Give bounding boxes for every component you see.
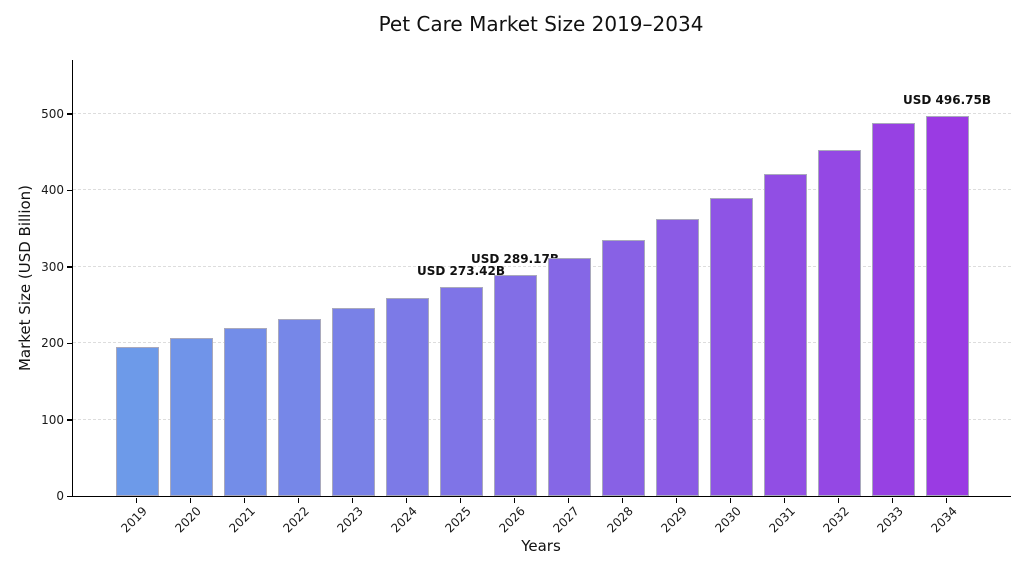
xtick-mark-2021 <box>243 497 245 503</box>
ytick-mark-0 <box>67 495 72 497</box>
xtick-mark-2029 <box>675 497 677 503</box>
chart-title: Pet Care Market Size 2019–2034 <box>378 12 704 36</box>
xtick-mark-2025 <box>459 497 461 503</box>
bar-2027 <box>547 257 591 496</box>
x-axis-label: Years <box>521 537 561 555</box>
gridline-y-500 <box>73 112 1011 114</box>
bar-2023 <box>331 308 375 496</box>
ytick-label-200: 200 <box>41 336 64 351</box>
bar-2022 <box>277 318 321 496</box>
bar-2029 <box>655 219 699 496</box>
bar-2034 <box>925 116 969 496</box>
xtick-mark-2026 <box>513 497 515 503</box>
xtick-mark-2032 <box>837 497 839 503</box>
ytick-mark-400 <box>67 189 72 192</box>
xtick-mark-2028 <box>621 497 623 503</box>
gridline-y-100 <box>73 418 1011 420</box>
bar-2028 <box>601 239 645 496</box>
gridline-y-200 <box>73 342 1011 344</box>
bar-2033 <box>871 123 915 496</box>
bar-2024 <box>385 297 429 496</box>
bar-2032 <box>817 149 861 496</box>
xtick-mark-2023 <box>351 497 353 503</box>
ytick-label-0: 0 <box>56 489 64 503</box>
ytick-mark-500 <box>67 113 72 115</box>
xtick-mark-2020 <box>189 497 191 503</box>
gridline-y-300 <box>73 265 1011 267</box>
bar-2026 <box>493 274 537 496</box>
ytick-label-400: 400 <box>41 183 64 198</box>
ytick-mark-300 <box>67 266 72 268</box>
bar-2020 <box>169 338 213 496</box>
ytick-mark-200 <box>67 342 72 345</box>
xtick-mark-2024 <box>405 497 407 503</box>
gridline-y-400 <box>73 189 1011 191</box>
bar-annotation-2026: USD 289.17B <box>471 251 559 266</box>
xtick-mark-2022 <box>297 497 299 503</box>
y-axis-label: Market Size (USD Billion) <box>16 184 34 372</box>
bar-2031 <box>763 173 807 496</box>
xtick-mark-2033 <box>891 497 893 503</box>
bar-2030 <box>709 198 753 496</box>
plot-area: USD 273.42B USD 289.17B USD 496.75B <box>72 60 1011 497</box>
bar-annotation-2025: USD 273.42B <box>417 263 505 278</box>
xtick-mark-2019 <box>135 497 137 503</box>
ytick-mark-100 <box>67 419 72 421</box>
bar-2025 <box>439 286 483 496</box>
xtick-mark-2031 <box>783 497 785 503</box>
ytick-label-500: 500 <box>41 106 64 121</box>
ytick-label-300: 300 <box>41 259 64 274</box>
bar-2019 <box>115 346 159 496</box>
xtick-mark-2034 <box>945 497 947 503</box>
xtick-mark-2027 <box>567 497 569 503</box>
ytick-label-100: 100 <box>41 412 64 427</box>
bar-annotation-2034: USD 496.75B <box>903 93 991 108</box>
xtick-mark-2030 <box>729 497 731 503</box>
bar-2021 <box>223 328 267 496</box>
